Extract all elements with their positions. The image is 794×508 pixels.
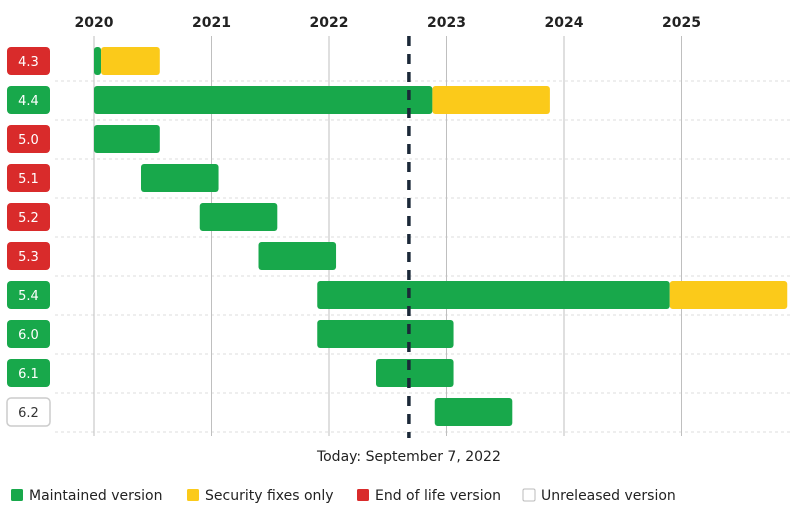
legend-label: End of life version	[375, 488, 501, 504]
version-badge	[7, 86, 50, 114]
version-label: 4.3	[7, 47, 50, 75]
legend-label: Unreleased version	[541, 488, 676, 504]
bar-maintained	[317, 281, 670, 309]
version-label: 5.2	[7, 203, 50, 231]
bars	[94, 47, 788, 426]
version-text: 6.0	[18, 328, 39, 343]
version-text: 5.4	[18, 289, 39, 304]
bar-maintained	[94, 125, 160, 153]
year-label: 2022	[310, 15, 349, 31]
legend-label: Security fixes only	[205, 488, 334, 504]
bar-maintained	[317, 320, 454, 348]
version-badge	[6, 397, 51, 427]
legend-swatch	[11, 489, 23, 501]
today-label: Today: September 7, 2022	[316, 449, 501, 465]
bar-security	[101, 47, 160, 75]
version-label: 5.3	[7, 242, 50, 270]
legend-item-maintained: Maintained version	[11, 488, 162, 504]
version-label: 6.1	[7, 359, 50, 387]
bar-maintained	[376, 359, 454, 387]
version-badge	[7, 203, 50, 231]
bar-maintained	[199, 203, 278, 231]
legend-item-unreleased: Unreleased version	[522, 488, 676, 504]
bar-maintained	[94, 86, 433, 114]
version-text: 4.4	[18, 94, 39, 109]
legend-item-eol: End of life version	[357, 488, 501, 504]
year-label: 2023	[427, 15, 466, 31]
bar-maintained	[258, 242, 337, 270]
version-text: 5.3	[18, 250, 39, 265]
version-labels: 4.3 4.4 5.0 5.1 5.2 5.3 5.4 6.0 6.1 6.2	[6, 47, 51, 427]
version-label: 5.0	[7, 125, 50, 153]
version-badge	[7, 164, 50, 192]
legend-swatch	[522, 488, 536, 502]
version-badge	[7, 47, 50, 75]
version-label: 4.4	[7, 86, 50, 114]
year-label: 2024	[545, 15, 584, 31]
legend-swatch	[357, 489, 369, 501]
bar-security	[432, 86, 550, 114]
year-label: 2021	[192, 15, 231, 31]
legend-label: Maintained version	[29, 488, 162, 504]
bar-security	[669, 281, 788, 309]
version-text: 5.2	[18, 211, 39, 226]
version-badge	[7, 281, 50, 309]
version-badge	[7, 125, 50, 153]
bar-maintained	[94, 47, 102, 75]
version-badge	[7, 320, 50, 348]
today-marker: Today: September 7, 2022	[316, 36, 501, 465]
version-text: 5.1	[18, 172, 39, 187]
version-label: 6.0	[7, 320, 50, 348]
legend: Maintained version Security fixes only End…	[11, 488, 676, 504]
version-label: 5.4	[7, 281, 50, 309]
year-label: 2025	[662, 15, 701, 31]
version-label: 6.2	[6, 397, 51, 427]
legend-swatch	[187, 489, 199, 501]
year-label: 2020	[75, 15, 114, 31]
version-badge	[7, 242, 50, 270]
legend-item-security: Security fixes only	[187, 488, 334, 504]
version-text: 4.3	[18, 55, 39, 70]
version-badge	[7, 359, 50, 387]
version-text: 6.1	[18, 367, 39, 382]
bar-maintained	[434, 398, 513, 426]
version-label: 5.1	[7, 164, 50, 192]
version-text: 5.0	[18, 133, 39, 148]
bar-maintained	[141, 164, 219, 192]
version-text: 6.2	[18, 406, 39, 421]
